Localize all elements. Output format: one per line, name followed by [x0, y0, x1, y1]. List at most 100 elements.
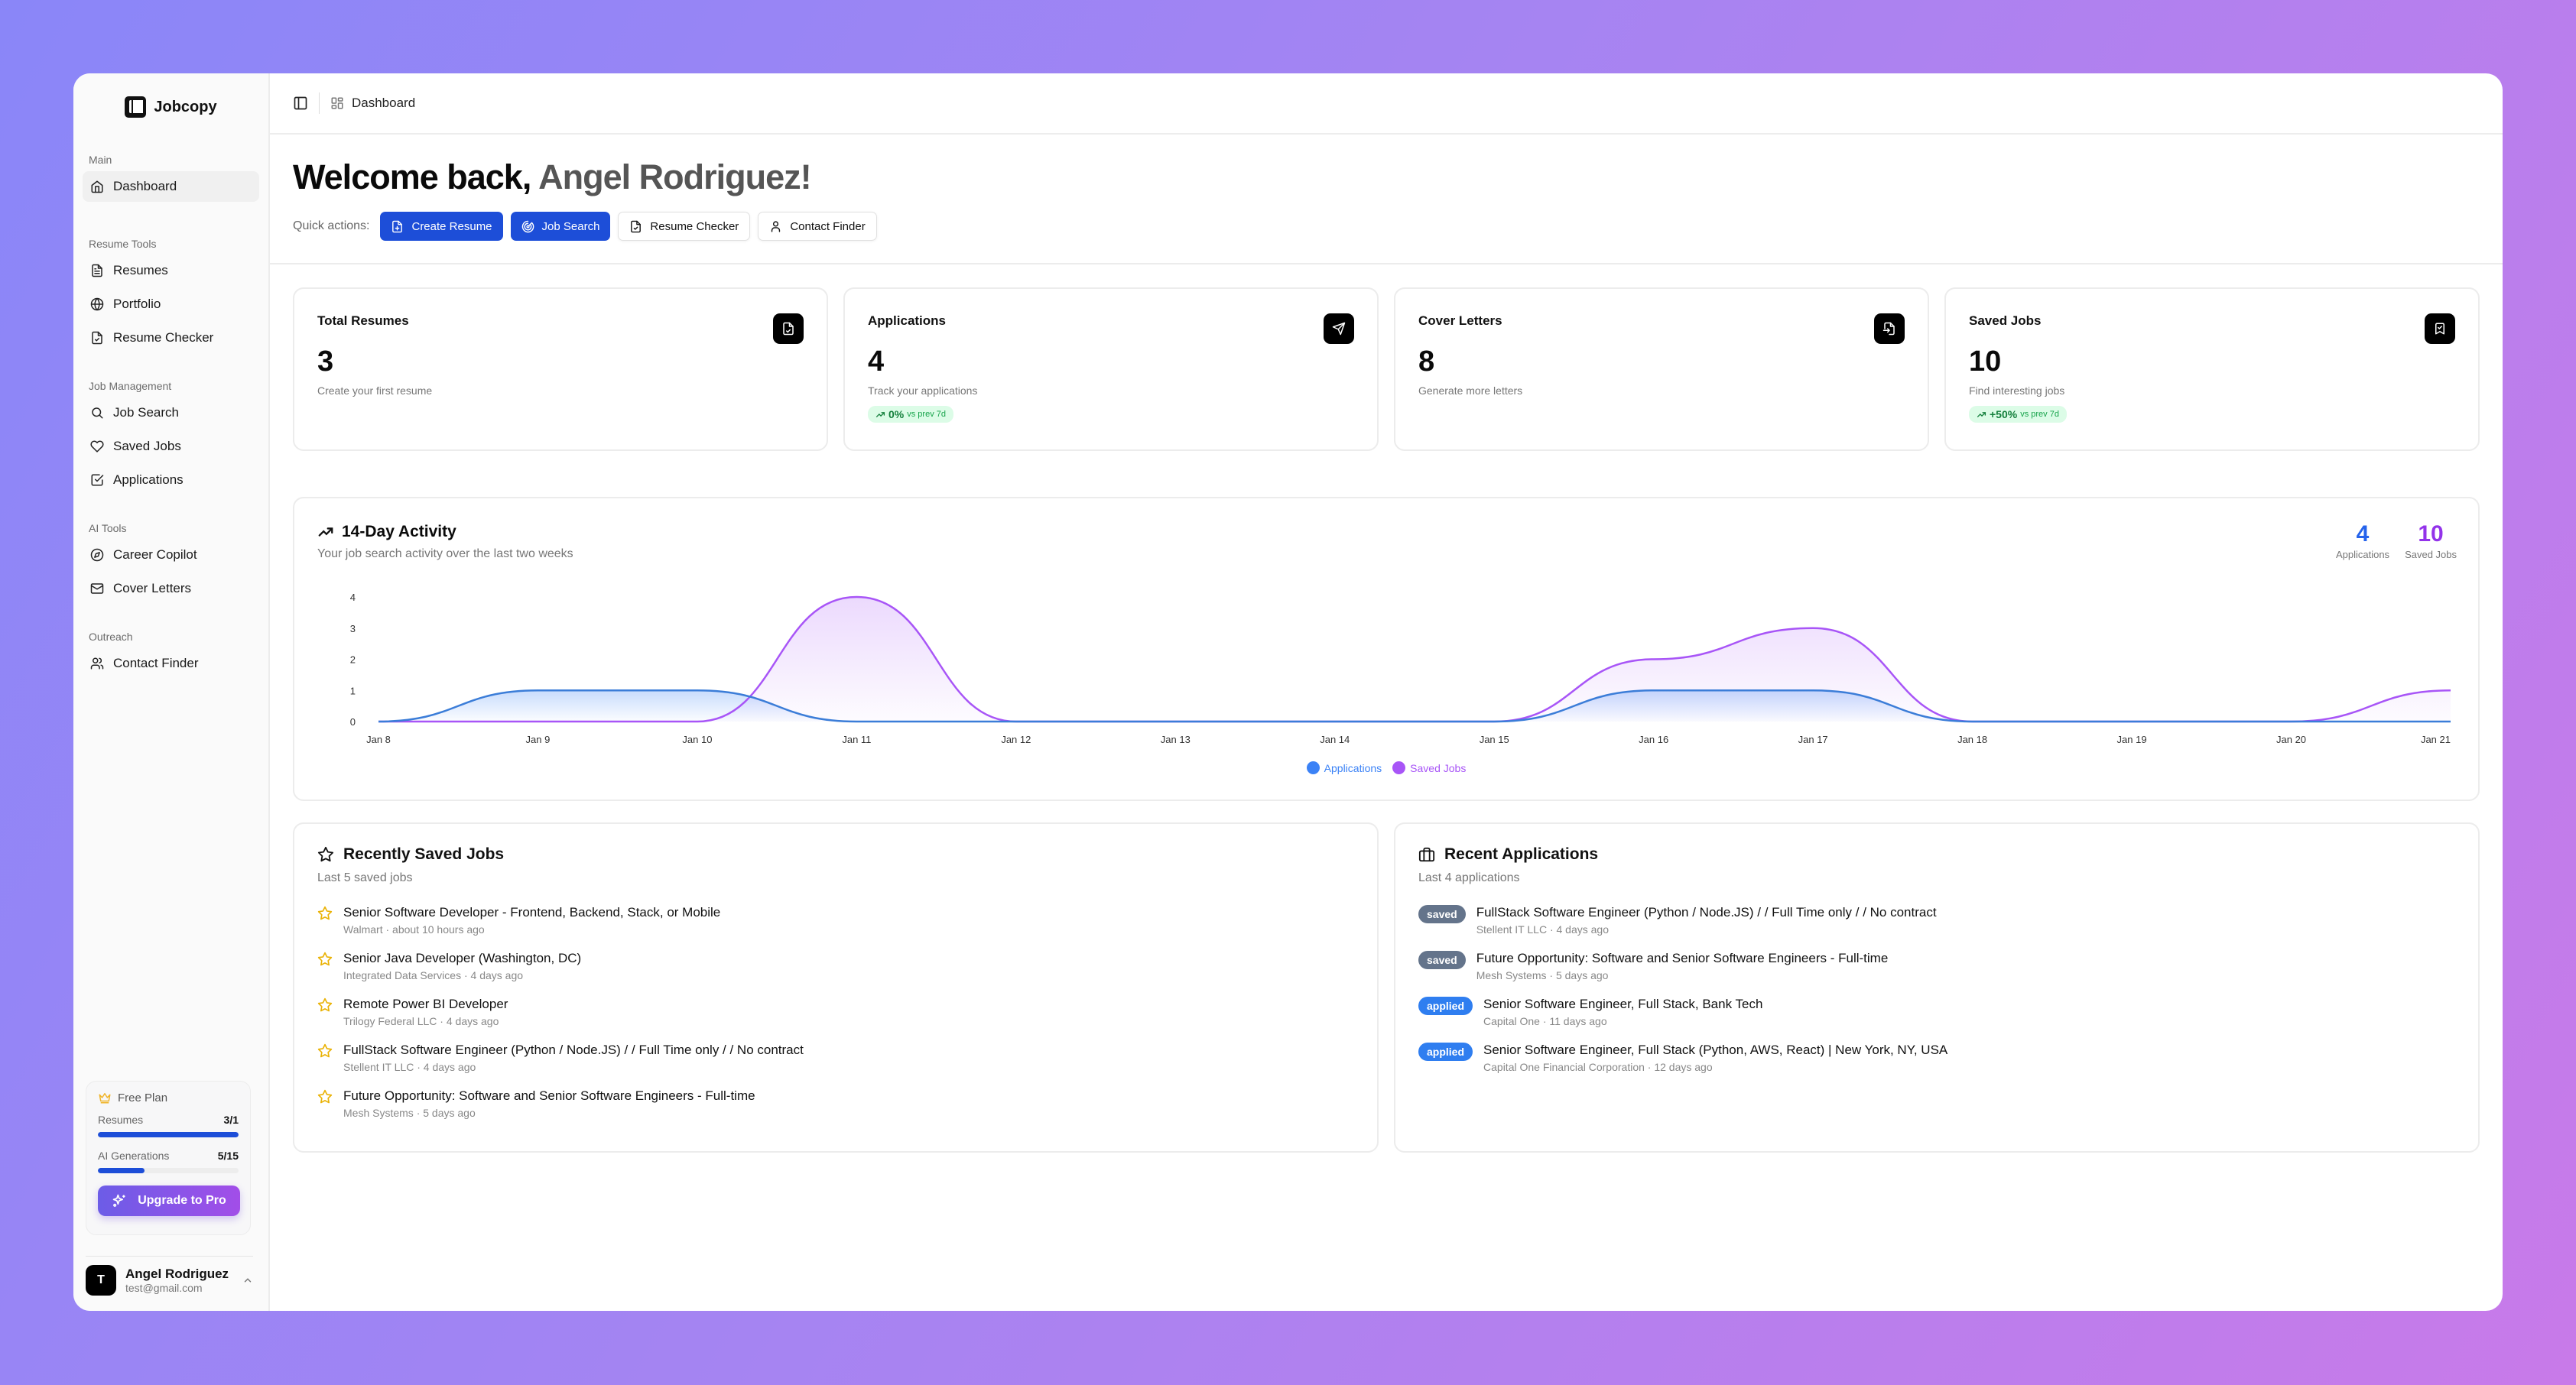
- total-label: Applications: [2335, 549, 2390, 560]
- home-icon: [91, 180, 103, 193]
- applications-list: saved FullStack Software Engineer (Python…: [1418, 905, 2455, 1088]
- usage-label: Resumes: [98, 1114, 144, 1126]
- job-meta: Capital One · 11 days ago: [1483, 1015, 1607, 1027]
- svg-text:Jan 10: Jan 10: [682, 734, 712, 745]
- card-title-text: Recent Applications: [1444, 845, 1599, 863]
- total-value: 10: [2418, 521, 2444, 547]
- brand-name: Jobcopy: [154, 98, 217, 115]
- trending-up-icon: [318, 527, 333, 537]
- sidebar-item-resume-checker[interactable]: Resume Checker: [83, 323, 259, 353]
- legend-applications[interactable]: Applications: [1306, 761, 1382, 774]
- status-badge: applied: [1418, 1043, 1473, 1061]
- stat-value: 4: [868, 345, 885, 378]
- activity-chart: 0 1 2 3 4 Jan 8 Jan 9 Jan 10 Jan 11 Jan 12 Jan 13 J…: [350, 592, 2451, 745]
- sidebar-item-label: Resume Checker: [113, 330, 214, 345]
- divider: [86, 1256, 253, 1257]
- usage-bar-resumes: [98, 1132, 239, 1137]
- sidebar-item-applications[interactable]: Applications: [83, 465, 259, 495]
- job-title: Senior Software Developer - Frontend, Ba…: [343, 905, 721, 920]
- nav-group-label: AI Tools: [89, 522, 127, 534]
- trend-value: 0%: [888, 408, 905, 420]
- user-menu[interactable]: T Angel Rodriguez test@gmail.com: [86, 1263, 256, 1298]
- send-icon: [1324, 313, 1354, 344]
- sidebar-item-cover-letters[interactable]: Cover Letters: [83, 573, 259, 604]
- briefcase-icon: [1418, 847, 1435, 862]
- star-icon: [317, 906, 333, 920]
- star-icon: [317, 997, 333, 1012]
- button-label: Resume Checker: [650, 219, 739, 233]
- svg-text:1: 1: [350, 685, 356, 696]
- svg-text:4: 4: [350, 592, 356, 603]
- stat-card-cover-letters[interactable]: Cover Letters 8 Generate more letters: [1394, 287, 1929, 451]
- sidebar-item-career-copilot[interactable]: Career Copilot: [83, 540, 259, 570]
- sidebar-item-contact-finder[interactable]: Contact Finder: [83, 648, 259, 679]
- stat-card-applications[interactable]: Applications 4 Track your applications 0…: [843, 287, 1379, 451]
- stat-title: Saved Jobs: [1969, 313, 2042, 328]
- total-label: Saved Jobs: [2405, 549, 2457, 560]
- globe-icon: [90, 297, 104, 311]
- contact-finder-button[interactable]: Contact Finder: [758, 212, 877, 241]
- sidebar-item-label: Career Copilot: [113, 547, 197, 562]
- list-item[interactable]: Senior Software Developer - Frontend, Ba…: [317, 905, 1354, 951]
- file-check-icon: [92, 331, 102, 345]
- list-item[interactable]: saved FullStack Software Engineer (Python…: [1418, 905, 2455, 951]
- stat-title: Applications: [868, 313, 947, 328]
- sidebar-item-label: Resumes: [113, 263, 168, 277]
- list-item[interactable]: applied Senior Software Engineer, Full St…: [1418, 1043, 2455, 1088]
- users-icon: [90, 657, 104, 670]
- job-title: FullStack Software Engineer (Python / No…: [343, 1043, 804, 1057]
- job-search-button[interactable]: Job Search: [510, 212, 611, 241]
- file-import-icon: [1874, 313, 1905, 344]
- resume-checker-button[interactable]: Resume Checker: [618, 212, 751, 241]
- nav-group-resume-tools: Resume Tools Resumes Portfolio Resume Ch…: [73, 232, 268, 353]
- svg-text:Jan 19: Jan 19: [2117, 734, 2147, 745]
- usage-bar-ai-generations: [98, 1168, 239, 1173]
- trend-badge: 0% vs prev 7d: [868, 406, 953, 423]
- sidebar-toggle-icon[interactable]: [293, 96, 308, 111]
- quick-actions-label: Quick actions:: [293, 219, 370, 232]
- sidebar-item-dashboard[interactable]: Dashboard: [83, 171, 259, 202]
- svg-text:Jan 12: Jan 12: [1001, 734, 1031, 745]
- brand[interactable]: Jobcopy: [73, 73, 268, 131]
- trend-value: +50%: [1990, 408, 2018, 420]
- crown-icon: [99, 1093, 111, 1104]
- job-meta: Walmart · about 10 hours ago: [343, 923, 485, 936]
- trend-label: vs prev 7d: [907, 410, 946, 419]
- heart-icon: [90, 440, 104, 452]
- list-item[interactable]: Remote Power BI Developer Trilogy Federal…: [317, 997, 1354, 1043]
- upgrade-button[interactable]: Upgrade to Pro: [98, 1186, 240, 1216]
- card-title: Recent Applications: [1418, 845, 2455, 864]
- svg-text:Jan 13: Jan 13: [1161, 734, 1191, 745]
- sidebar-item-saved-jobs[interactable]: Saved Jobs: [83, 431, 259, 462]
- nav-group-job-management: Job Management Job Search Saved Jobs App…: [73, 375, 268, 495]
- list-item[interactable]: applied Senior Software Engineer, Full St…: [1418, 997, 2455, 1043]
- sidebar-item-job-search[interactable]: Job Search: [83, 397, 259, 428]
- status-badge: saved: [1418, 905, 1466, 923]
- stat-value: 3: [317, 345, 334, 378]
- stat-card-saved-jobs[interactable]: Saved Jobs 10 Find interesting jobs +50%…: [1944, 287, 2480, 451]
- page-title: Welcome back, Angel Rodriguez!: [293, 157, 2480, 197]
- trend-badge: +50% vs prev 7d: [1969, 406, 2067, 423]
- job-meta: Integrated Data Services · 4 days ago: [343, 969, 524, 981]
- quick-actions: Quick actions: Create Resume Job Search …: [293, 211, 2480, 242]
- stat-card-total-resumes[interactable]: Total Resumes 3 Create your first resume: [293, 287, 828, 451]
- main-content: Dashboard Welcome back, Angel Rodriguez!…: [270, 73, 2503, 1311]
- file-check-icon: [773, 313, 804, 344]
- sidebar-item-portfolio[interactable]: Portfolio: [83, 289, 259, 319]
- list-item[interactable]: Future Opportunity: Software and Senior …: [317, 1088, 1354, 1134]
- search-icon: [92, 407, 103, 419]
- sidebar-item-resumes[interactable]: Resumes: [83, 255, 259, 286]
- create-resume-button[interactable]: Create Resume: [380, 212, 503, 241]
- job-title: Remote Power BI Developer: [343, 997, 508, 1011]
- welcome-name: Angel Rodriguez!: [538, 157, 811, 196]
- list-item[interactable]: Senior Java Developer (Washington, DC) In…: [317, 951, 1354, 997]
- list-item[interactable]: saved Future Opportunity: Software and Se…: [1418, 951, 2455, 997]
- logo-icon: [125, 96, 147, 118]
- activity-chart-card: 0 1 2 3 4 Jan 8 Jan 9 Jan 10 Jan 11 Jan 12 Jan 13 J…: [293, 497, 2480, 801]
- list-item[interactable]: FullStack Software Engineer (Python / No…: [317, 1043, 1354, 1088]
- usage-label: AI Generations: [98, 1150, 170, 1162]
- card-subtitle: Last 4 applications: [1418, 871, 1520, 884]
- nav-group-label: Main: [89, 154, 112, 166]
- legend-saved-jobs[interactable]: Saved Jobs: [1392, 761, 1466, 774]
- status-badge: applied: [1418, 997, 1473, 1015]
